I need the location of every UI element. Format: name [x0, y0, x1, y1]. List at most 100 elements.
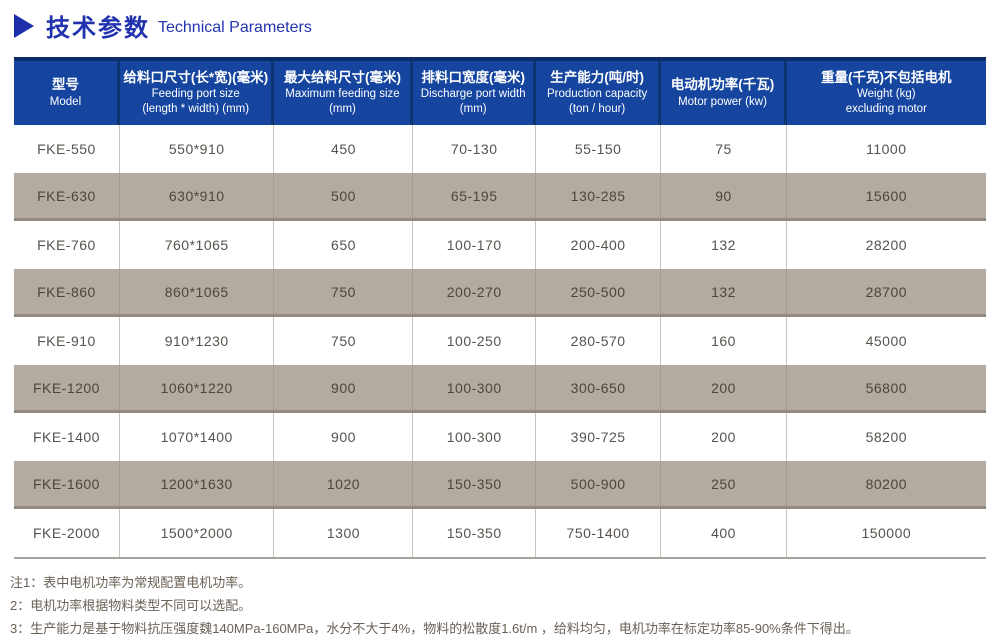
page-title-zh: 技术参数	[46, 15, 150, 42]
cell-max-feeding-size: 1020	[274, 461, 414, 506]
cell-weight: 80200	[865, 475, 908, 492]
column-header-zh: 重量(千克)不包括电机	[821, 69, 952, 85]
cell-feeding-port-size: 1060*1220	[120, 365, 275, 410]
column-header-en: Discharge port width	[420, 88, 526, 101]
cell-production-capacity: 200-400	[536, 221, 662, 269]
cell-max-feeding-size: 750	[274, 317, 414, 365]
table-row: FKE-2000 1500*2000 1300 150-350 750-1400…	[14, 509, 986, 557]
cell-feeding-port-size: 1500*2000	[120, 509, 275, 557]
footnote: 2：电机功率根据物料类型不同可以选配。	[10, 598, 252, 613]
cell-model: FKE-1600	[14, 461, 120, 506]
cell-discharge-port-width: 150-350	[413, 461, 536, 506]
cell-feeding-port-size: 1070*1400	[120, 413, 275, 461]
column-header-en: (mm)	[459, 103, 487, 116]
cell-model: FKE-630	[14, 173, 120, 218]
cell-model: FKE-550	[14, 125, 120, 173]
column-header-model: 型号 Model	[14, 61, 120, 125]
column-header-zh: 电动机功率(千瓦)	[670, 77, 775, 93]
cell-discharge-port-width: 100-300	[413, 413, 536, 461]
column-header-en: Feeding port size	[151, 88, 240, 101]
column-header-zh: 排料口宽度(毫米)	[421, 69, 525, 85]
footnote: 3：生产能力是基于物料抗压强度魏140MPa-160MPa，水分不大于4%，物料…	[10, 621, 859, 636]
cell-motor-power: 90	[661, 173, 787, 218]
column-header-zh: 给料口尺寸(长*宽)(毫米)	[123, 69, 269, 85]
column-header-en: excluding motor	[845, 103, 927, 116]
cell-discharge-port-width: 100-250	[413, 317, 536, 365]
cell-max-feeding-size: 900	[274, 365, 414, 410]
cell-weight: 150000	[861, 525, 912, 541]
cell-feeding-port-size: 860*1065	[120, 269, 275, 314]
cell-max-feeding-size: 1300	[274, 509, 414, 557]
cell-model: FKE-910	[14, 317, 120, 365]
cell-feeding-port-size: 760*1065	[120, 221, 275, 269]
cell-feeding-port-size: 630*910	[120, 173, 275, 218]
cell-production-capacity: 500-900	[536, 461, 662, 506]
cell-model: FKE-760	[14, 221, 120, 269]
cell-production-capacity: 250-500	[536, 269, 662, 314]
cell-motor-power: 200	[661, 365, 787, 410]
cell-discharge-port-width: 65-195	[413, 173, 536, 218]
cell-max-feeding-size: 500	[274, 173, 414, 218]
column-header-zh: 生产能力(吨/时)	[550, 69, 644, 85]
column-header-en: Maximum feeding size	[285, 88, 400, 101]
cell-max-feeding-size: 650	[274, 221, 414, 269]
footnote: 注1：表中电机功率为常规配置电机功率。	[10, 575, 252, 590]
cell-weight: 58200	[865, 429, 908, 445]
page-title-en: Technical Parameters	[158, 19, 312, 36]
cell-production-capacity: 55-150	[536, 125, 662, 173]
cell-model: FKE-1400	[14, 413, 120, 461]
column-header-en: Weight (kg)	[857, 88, 916, 101]
section-title: 技术参数 Technical Parameters	[14, 8, 312, 43]
cell-weight: 11000	[866, 141, 907, 157]
cell-weight: 28200	[865, 237, 908, 253]
cell-motor-power: 132	[661, 221, 787, 269]
column-header-en: (ton / hour)	[569, 103, 626, 116]
column-header-en: Production capacity	[546, 88, 648, 101]
cell-motor-power: 400	[661, 509, 787, 557]
column-header-production-capacity: 生产能力(吨/时) Production capacity (ton / hou…	[536, 61, 662, 125]
cell-feeding-port-size: 1200*1630	[120, 461, 275, 506]
play-triangle-icon	[14, 13, 34, 38]
column-header-en: Motor power (kw)	[678, 95, 767, 108]
column-header-en: Model	[49, 95, 82, 108]
cell-production-capacity: 750-1400	[536, 509, 662, 557]
cell-weight: 56800	[865, 379, 908, 396]
table-row: FKE-1400 1070*1400 900 100-300 390-725 2…	[14, 413, 986, 461]
table-row: FKE-910 910*1230 750 100-250 280-570 160…	[14, 317, 986, 365]
cell-discharge-port-width: 150-350	[413, 509, 536, 557]
column-header-max-feeding-size: 最大给料尺寸(毫米) Maximum feeding size (mm)	[274, 61, 414, 125]
cell-production-capacity: 130-285	[536, 173, 662, 218]
column-header-zh: 型号	[51, 77, 79, 93]
cell-weight: 45000	[865, 333, 908, 349]
table-header-row: 型号 Model 给料口尺寸(长*宽)(毫米) Feeding port siz…	[14, 61, 986, 125]
column-header-motor-power: 电动机功率(千瓦) Motor power (kw)	[661, 61, 787, 125]
cell-motor-power: 132	[661, 269, 787, 314]
cell-motor-power: 250	[661, 461, 787, 506]
table-row: FKE-1200 1060*1220 900 100-300 300-650 2…	[14, 365, 986, 413]
cell-production-capacity: 390-725	[536, 413, 662, 461]
table-row: FKE-550 550*910 450 70-130 55-150 75 110…	[14, 125, 986, 173]
cell-feeding-port-size: 910*1230	[120, 317, 275, 365]
cell-feeding-port-size: 550*910	[120, 125, 275, 173]
column-header-zh: 最大给料尺寸(毫米)	[283, 69, 401, 85]
footnotes: 注1：表中电机功率为常规配置电机功率。 2：电机功率根据物料类型不同可以选配。 …	[10, 571, 859, 640]
column-header-feeding-port-size: 给料口尺寸(长*宽)(毫米) Feeding port size (length…	[120, 61, 275, 125]
cell-motor-power: 160	[661, 317, 787, 365]
table-row: FKE-760 760*1065 650 100-170 200-400 132…	[14, 221, 986, 269]
cell-max-feeding-size: 450	[274, 125, 414, 173]
cell-motor-power: 75	[661, 125, 787, 173]
column-header-en: (mm)	[329, 103, 356, 116]
column-header-en: (length * width) (mm)	[142, 103, 250, 116]
cell-model: FKE-1200	[14, 365, 120, 410]
cell-model: FKE-2000	[14, 509, 120, 557]
cell-discharge-port-width: 100-170	[413, 221, 536, 269]
cell-max-feeding-size: 750	[274, 269, 414, 314]
cell-discharge-port-width: 100-300	[413, 365, 536, 410]
column-header-discharge-port-width: 排料口宽度(毫米) Discharge port width (mm)	[413, 61, 536, 125]
cell-weight: 28700	[865, 283, 908, 300]
cell-max-feeding-size: 900	[274, 413, 414, 461]
table-row: FKE-1600 1200*1630 1020 150-350 500-900 …	[14, 461, 986, 509]
cell-production-capacity: 300-650	[536, 365, 662, 410]
cell-production-capacity: 280-570	[536, 317, 662, 365]
cell-motor-power: 200	[661, 413, 787, 461]
